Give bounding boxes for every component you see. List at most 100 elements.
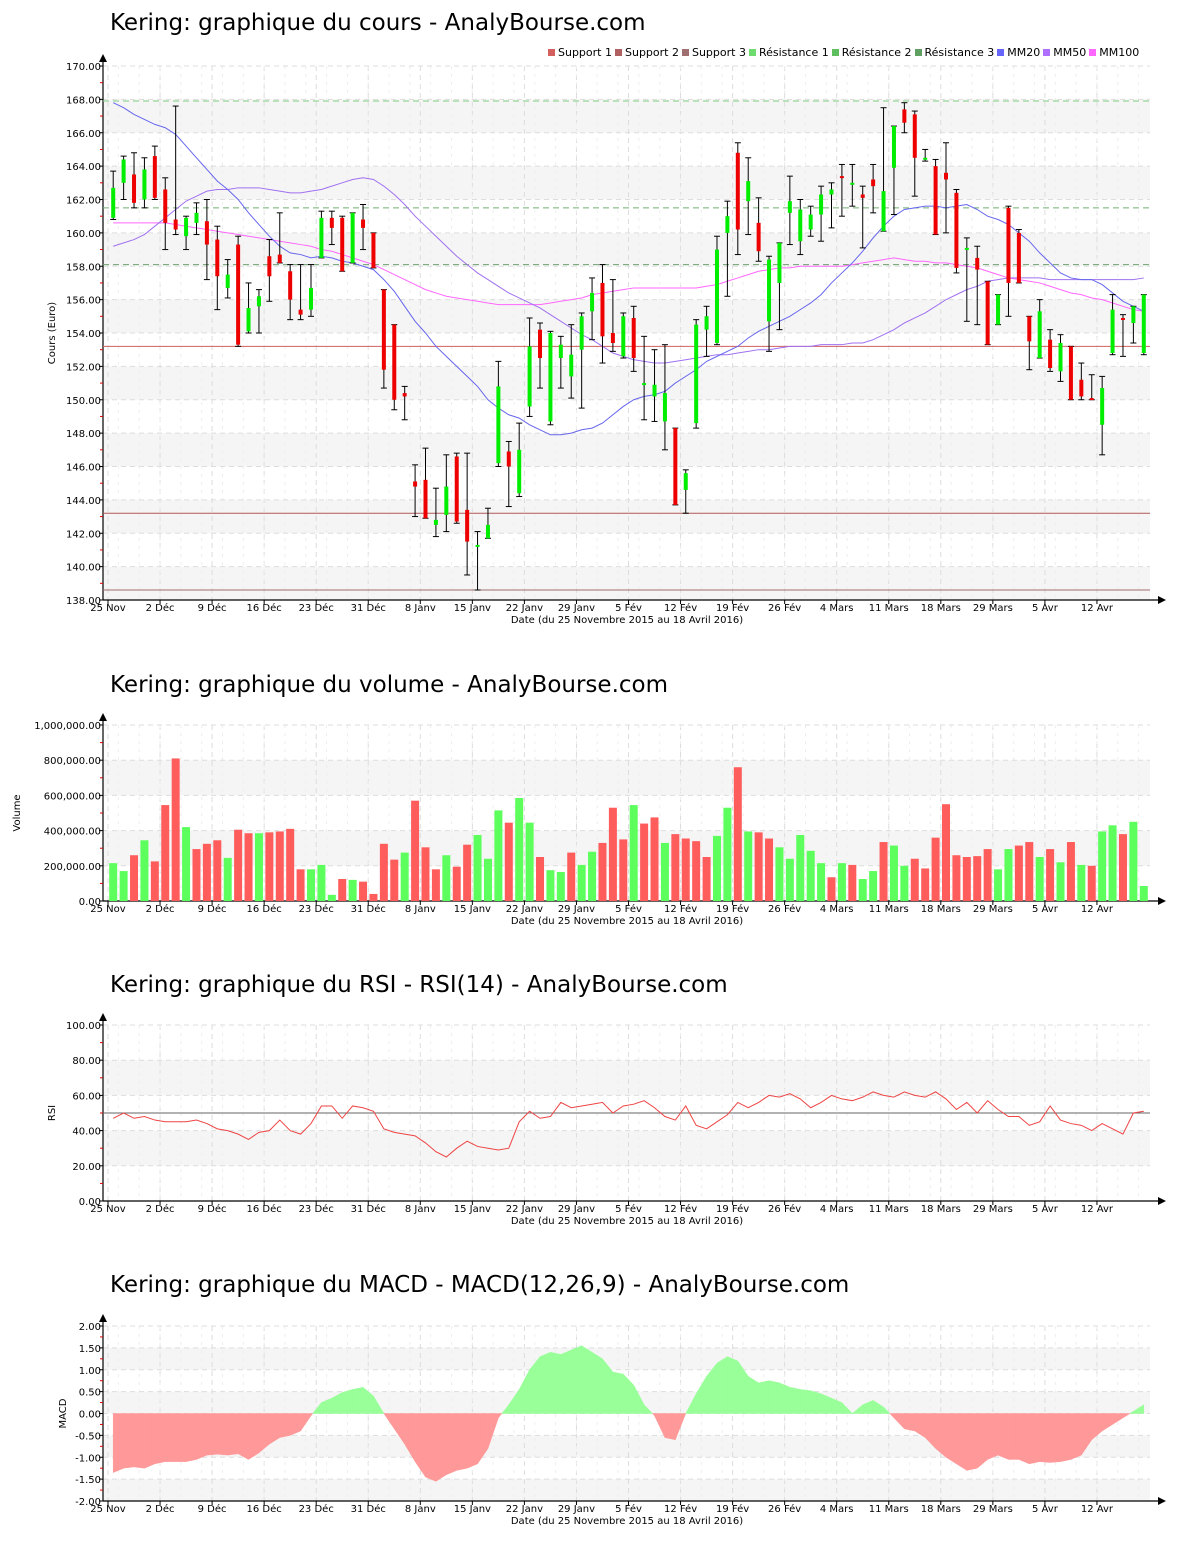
candle [288,271,293,300]
y-tick-label: 800,000.00 [44,756,101,767]
macd-area [1029,1413,1040,1465]
macd-area [893,1413,905,1430]
x-tick-label: 18 Mars [921,603,961,614]
x-tick-label: 25 Nov [90,1204,126,1215]
x-tick-label: 11 Mars [869,603,909,614]
candle [673,428,678,505]
x-tick-label: 19 Fév [716,903,749,915]
macd-area [373,1395,385,1414]
legend-label: Support 2 [624,46,679,59]
y-tick-label: 2.00 [79,1322,101,1333]
y-axis-title: RSI [47,1105,58,1121]
macd-area [1101,1413,1113,1432]
candle [683,473,688,490]
macd-area [810,1390,822,1414]
volume-bar [775,847,784,901]
band [103,1130,1150,1166]
volume-bar [1004,849,1013,901]
macd-area [758,1380,770,1414]
y-tick-label: 170.00 [66,62,101,73]
candle [204,221,209,245]
volume-bar [171,758,180,901]
legend-label: MM50 [1053,46,1087,59]
volume-bar [952,855,961,901]
volume-bar [785,858,794,901]
macd-area [789,1386,801,1414]
candle [454,456,459,522]
x-tick-label: 8 Janv [405,1504,436,1515]
x-tick-label: 15 Janv [454,1204,491,1215]
x-tick-label: 8 Janv [405,904,436,915]
volume-bar [182,827,191,901]
y-tick-label: -2.00 [75,1497,101,1508]
candle [111,187,116,218]
y-tick-label: 100.00 [66,1021,101,1032]
legend-item: MM50 [1043,46,1086,59]
x-tick-label: 4 Mars [820,904,854,915]
volume-bar [712,835,721,901]
x-tick-label: 31 Déc [351,1503,386,1515]
volume-bar [536,857,545,901]
candle [860,194,865,198]
x-tick-label: 5 Avr [1032,1204,1059,1215]
volume-bar [848,864,857,901]
price-chart-title: Kering: graphique du cours - AnalyBourse… [110,10,646,36]
candle [267,256,272,277]
x-tick-label: 23 Déc [299,903,334,915]
x-tick-label: 25 Nov [90,1504,126,1515]
legend-swatch-icon [997,49,1005,56]
legend-item: Résistance 1 [748,46,829,59]
rsi-line [112,1091,1144,1158]
candle [1006,207,1011,283]
volume-bar [338,879,347,901]
macd-area [716,1356,728,1414]
candle [912,114,917,158]
macd-area [643,1404,654,1414]
x-tick-label: 5 Fév [615,1203,642,1215]
band [103,99,1150,133]
volume-bar [1035,857,1044,901]
x-tick-label: 16 Déc [247,1503,282,1515]
volume-bar [494,810,503,901]
x-tick-label: 29 Janv [558,1204,595,1215]
macd-chart-plot: -2.00 -1.50 -1.00 -0.50 0.00 0.50 1.00 1.50 2.00… [58,1314,1166,1527]
candle [714,249,719,344]
volume-bar [223,857,232,901]
volume-bar [327,894,336,901]
x-tick-label: 11 Mars [869,1504,909,1515]
candle [1100,388,1105,425]
x-tick-label: 29 Mars [973,1204,1013,1215]
rsi-chart-plot: 0.00 20.00 40.00 60.00 80.00 100.00 25 Nov 2 Dé… [47,1013,1166,1227]
x-tick-label: 12 Fév [664,903,697,915]
legend-swatch-icon [748,49,756,56]
volume-bar [1118,834,1127,901]
mm100-line [113,222,1144,312]
volume-bar [213,840,222,901]
candle [996,294,1001,325]
macd-area [841,1401,853,1414]
legend-label: Résistance 1 [758,46,829,59]
y-tick-label: 1.00 [79,1366,101,1377]
macd-area [591,1351,603,1414]
macd-area [581,1345,593,1414]
legend-label: MM20 [1007,46,1041,59]
candle [1016,232,1021,283]
candle [548,333,553,422]
volume-bar [119,871,128,901]
macd-area [997,1413,1009,1460]
legend-swatch-icon [614,49,622,56]
band [103,366,1150,400]
volume-chart-title: Kering: graphique du volume - AnalyBours… [110,672,668,698]
x-tick-label: 5 Fév [615,602,642,614]
volume-bar [817,863,826,901]
macd-area [144,1413,156,1469]
macd-area [217,1413,228,1456]
macd-area [904,1413,916,1432]
x-tick-label: 26 Fév [768,903,801,915]
candle [371,232,376,268]
x-tick-label: 2 Déc [146,1203,175,1215]
x-tick-label: 5 Avr [1032,904,1059,915]
x-tick-label: 12 Fév [664,1203,697,1215]
volume-bar [973,856,982,901]
x-tick-label: 12 Avr [1081,904,1114,915]
